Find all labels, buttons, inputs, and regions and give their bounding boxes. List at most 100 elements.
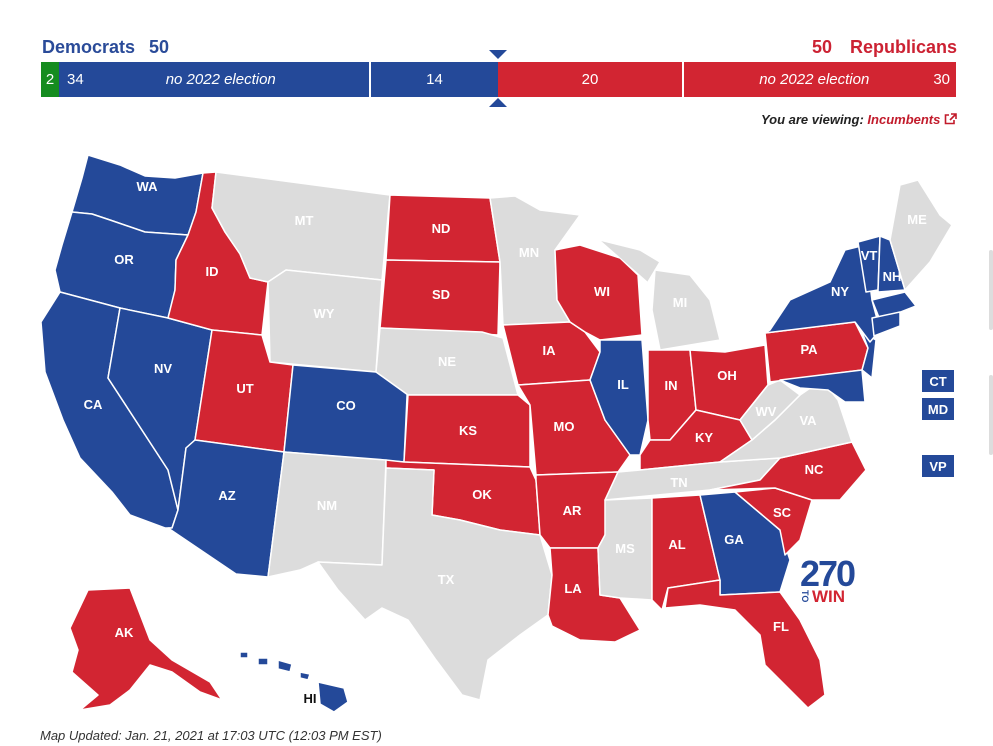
label-mo: MO [554, 419, 575, 434]
label-va: VA [799, 413, 817, 428]
state-il[interactable] [589, 339, 649, 456]
state-az[interactable] [167, 439, 285, 578]
logo-to: TO [800, 589, 810, 602]
state-labels: WA OR CA NV ID MT WY UT CO AZ NM ND SD N… [84, 179, 927, 706]
state-tx[interactable] [317, 467, 553, 701]
label-wi: WI [594, 284, 610, 299]
label-wy: WY [314, 306, 335, 321]
label-tn: TN [670, 475, 687, 490]
label-ut: UT [236, 381, 253, 396]
bar-republicans-not-up-label: no 2022 election [759, 71, 870, 88]
label-wa: WA [137, 179, 159, 194]
label-ks: KS [459, 423, 477, 438]
label-fl: FL [773, 619, 789, 634]
state-ks[interactable] [403, 394, 531, 468]
republicans-total: 50 [811, 37, 832, 57]
state-hi[interactable] [239, 651, 349, 713]
vice-president-box[interactable]: VP [921, 454, 955, 478]
label-tx: TX [438, 572, 455, 587]
label-me: ME [907, 212, 927, 227]
label-ca: CA [84, 397, 103, 412]
scrollbar-track[interactable] [989, 250, 993, 330]
label-mi: MI [673, 295, 687, 310]
state-nc[interactable] [709, 441, 867, 501]
logo-win: WIN [812, 587, 846, 606]
label-ia: IA [543, 343, 557, 358]
label-ne: NE [438, 354, 456, 369]
vice-president-label: VP [929, 458, 947, 474]
label-ok: OK [472, 487, 492, 502]
bar-republicans-not-up-count: 30 [933, 71, 950, 88]
label-la: LA [564, 581, 582, 596]
bar-republicans-up-count: 20 [581, 71, 599, 88]
logo-number: 270 [800, 553, 856, 594]
bar-republicans-up[interactable]: 20 [498, 62, 682, 97]
label-nc: NC [805, 462, 824, 477]
label-co: CO [336, 398, 356, 413]
label-mn: MN [519, 245, 539, 260]
bar-independents-count: 2 [45, 71, 55, 88]
majority-marker-top-icon [489, 50, 507, 59]
bar-democrats-not-up-count: 34 [67, 71, 84, 88]
state-mi[interactable] [599, 239, 721, 351]
map-updated-text: Map Updated: Jan. 21, 2021 at 17:03 UTC … [40, 728, 382, 743]
label-sc: SC [773, 505, 792, 520]
label-vt: VT [861, 248, 878, 263]
label-az: AZ [218, 488, 235, 503]
label-nd: ND [432, 221, 451, 236]
label-al: AL [668, 537, 685, 552]
republicans-label: Republicans [849, 37, 957, 57]
label-in: IN [665, 378, 678, 393]
270towin-logo: 270 TO WIN [800, 553, 856, 606]
label-id: ID [206, 264, 219, 279]
republicans-header: 50 Republicans [812, 37, 957, 58]
view-mode-prefix: You are viewing: [760, 112, 864, 127]
bar-democrats-up[interactable]: 14 [371, 62, 498, 97]
logo-win-row: TO WIN [800, 587, 845, 607]
label-nv: NV [154, 361, 172, 376]
bar-democrats-up-count: 14 [426, 71, 443, 88]
bar-republicans-not-up[interactable]: no 2022 election 30 [684, 62, 956, 97]
state-ma[interactable] [871, 291, 917, 321]
label-ga: GA [724, 532, 744, 547]
state-mt[interactable] [211, 171, 391, 283]
state-wv[interactable] [739, 379, 801, 441]
democrats-header: Democrats 50 [42, 37, 169, 58]
label-ky: KY [695, 430, 713, 445]
label-or: OR [114, 252, 134, 267]
label-ms: MS [615, 541, 635, 556]
label-mt: MT [295, 213, 314, 228]
bar-independents[interactable]: 2 [41, 62, 59, 97]
democrats-total: 50 [149, 37, 170, 57]
external-link-icon[interactable] [944, 113, 957, 125]
majority-marker-bottom-icon [489, 98, 507, 107]
small-state-md-box[interactable]: MD [921, 397, 955, 421]
scrollbar-track-lower[interactable] [989, 375, 993, 455]
incumbents-link[interactable]: Incumbents [867, 112, 941, 127]
state-me[interactable] [889, 179, 953, 291]
label-pa: PA [800, 342, 818, 357]
state-sd[interactable] [379, 259, 501, 336]
state-ct[interactable] [871, 311, 901, 337]
bar-democrats-not-up[interactable]: 34 no 2022 election [59, 62, 369, 97]
label-il: IL [617, 377, 629, 392]
label-nm: NM [317, 498, 337, 513]
label-oh: OH [717, 368, 737, 383]
small-state-ct-label: CT [929, 373, 947, 389]
small-state-ct-box[interactable]: CT [921, 369, 955, 393]
state-wy[interactable] [267, 269, 383, 373]
small-state-md-label: MD [927, 401, 949, 417]
state-ak[interactable] [69, 587, 223, 711]
bar-democrats-not-up-label: no 2022 election [165, 71, 276, 88]
label-ny: NY [831, 284, 849, 299]
label-sd: SD [432, 287, 450, 302]
state-wi[interactable] [554, 244, 643, 341]
label-hi: HI [304, 691, 317, 706]
state-nm[interactable] [267, 451, 387, 578]
view-mode-indicator: You are viewing: Incumbents [761, 112, 957, 127]
label-ak: AK [115, 625, 134, 640]
label-wv: WV [756, 404, 777, 419]
state-fl[interactable] [664, 579, 826, 709]
label-nh: NH [883, 269, 902, 284]
